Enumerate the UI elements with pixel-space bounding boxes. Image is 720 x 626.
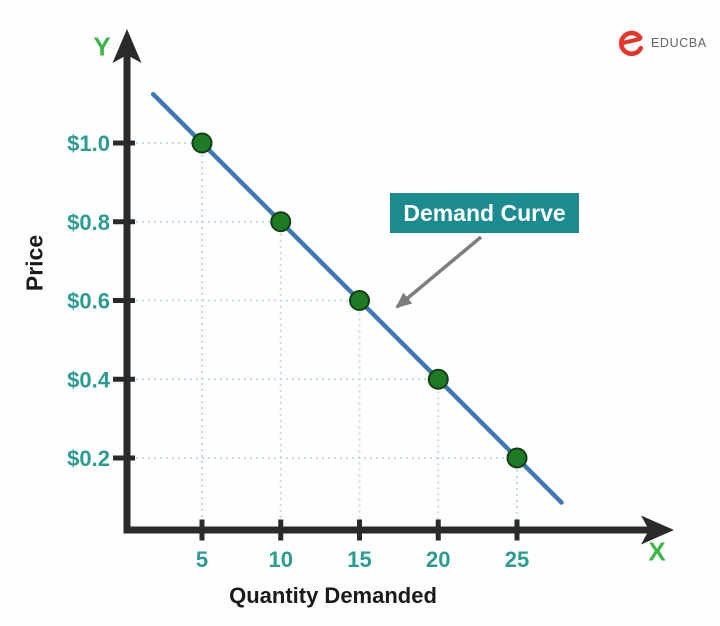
y-axis-title: Price	[21, 234, 48, 292]
data-point	[506, 447, 528, 469]
y-tick-label: $1.0	[67, 131, 110, 156]
x-tick-label: 20	[426, 547, 450, 572]
x-tick-label: 10	[269, 547, 293, 572]
x-tick-label: 15	[347, 547, 371, 572]
x-axis-title: Quantity Demanded	[229, 583, 437, 608]
educba-brand-text: EDUCBA	[651, 36, 707, 50]
y-tick-label: $0.8	[67, 210, 110, 235]
y-tick-label: $0.2	[67, 446, 110, 471]
educba-logo: EDUCBA	[617, 28, 707, 58]
x-tick-label: 25	[505, 547, 529, 572]
educba-e-icon	[619, 30, 644, 56]
y-axis-letter: Y	[93, 31, 111, 62]
data-point	[191, 132, 213, 154]
demand-curve-annotation: Demand Curve	[390, 193, 579, 233]
x-axis-arrowhead	[641, 515, 674, 545]
data-point	[427, 368, 449, 390]
y-axis-arrowhead	[112, 29, 142, 63]
y-tick-label: $0.4	[67, 367, 111, 392]
y-tick-label: $0.6	[67, 289, 110, 314]
x-axis-letter: X	[648, 536, 666, 567]
data-point	[349, 290, 370, 311]
annotation-arrow	[395, 235, 483, 309]
x-tick-label: 5	[196, 547, 208, 572]
data-point	[270, 211, 292, 233]
